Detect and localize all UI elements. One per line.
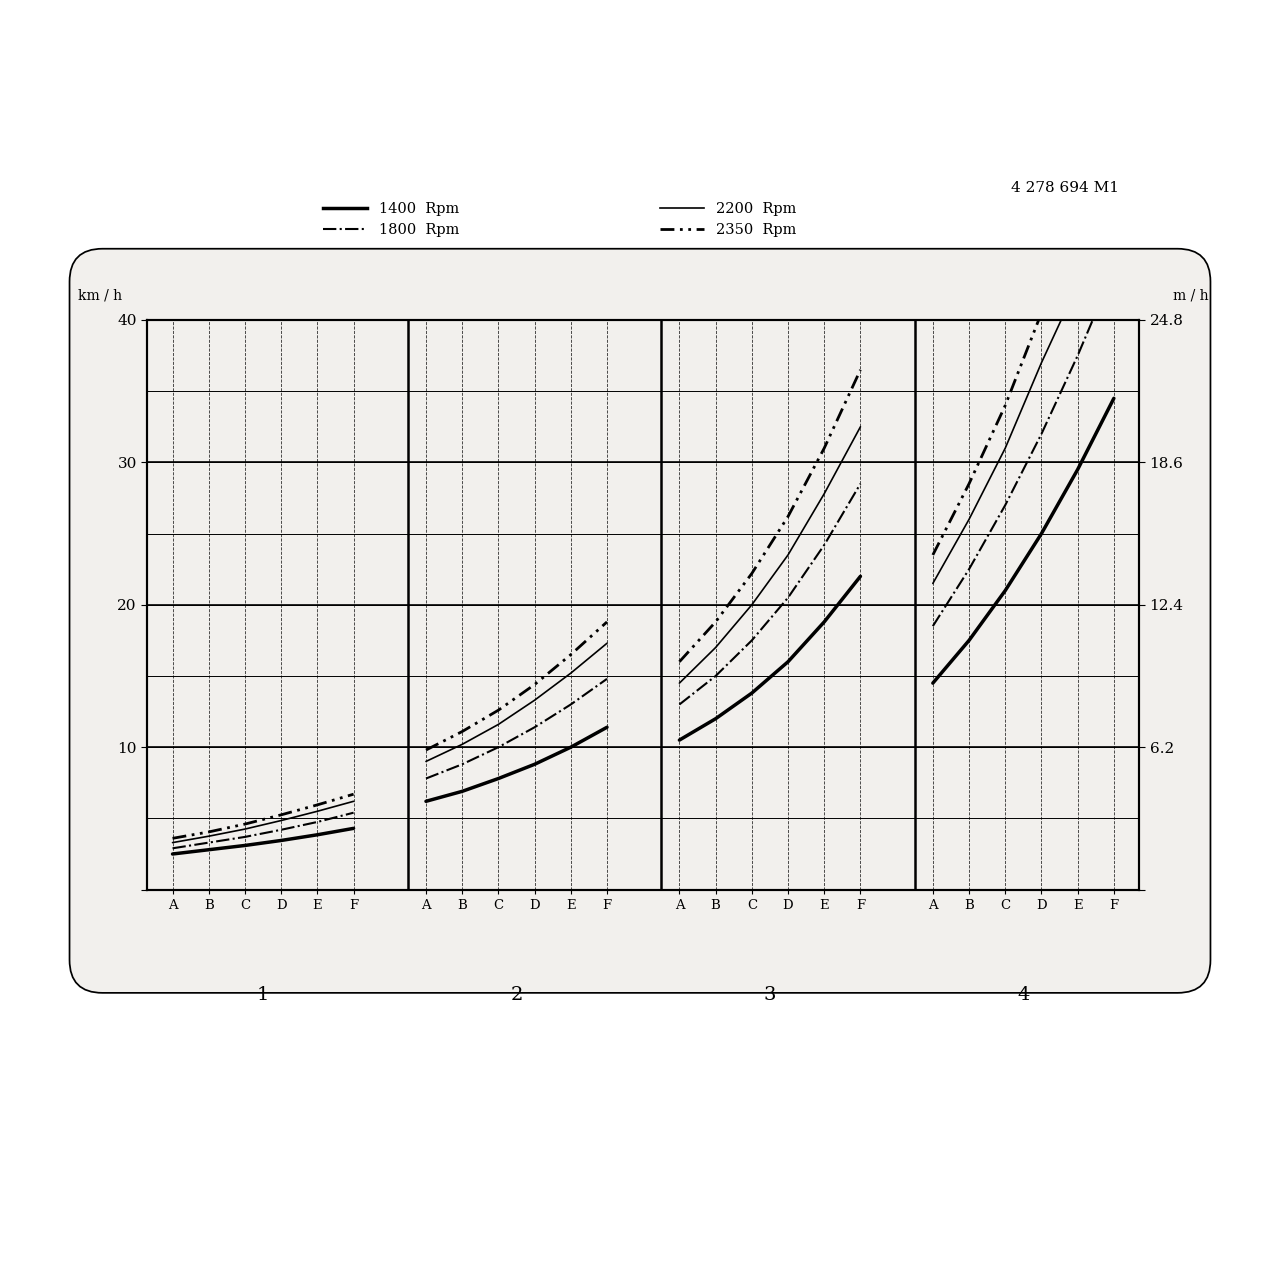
Text: 2: 2 [511, 987, 522, 1005]
Text: km / h: km / h [78, 289, 122, 303]
Text: 4 278 694 M1: 4 278 694 M1 [1011, 180, 1119, 195]
Text: 3: 3 [764, 987, 776, 1005]
Legend: 2200  Rpm, 2350  Rpm: 2200 Rpm, 2350 Rpm [660, 202, 796, 237]
Text: 4: 4 [1018, 987, 1029, 1005]
Text: 1: 1 [257, 987, 269, 1005]
Text: m / h: m / h [1172, 289, 1208, 303]
